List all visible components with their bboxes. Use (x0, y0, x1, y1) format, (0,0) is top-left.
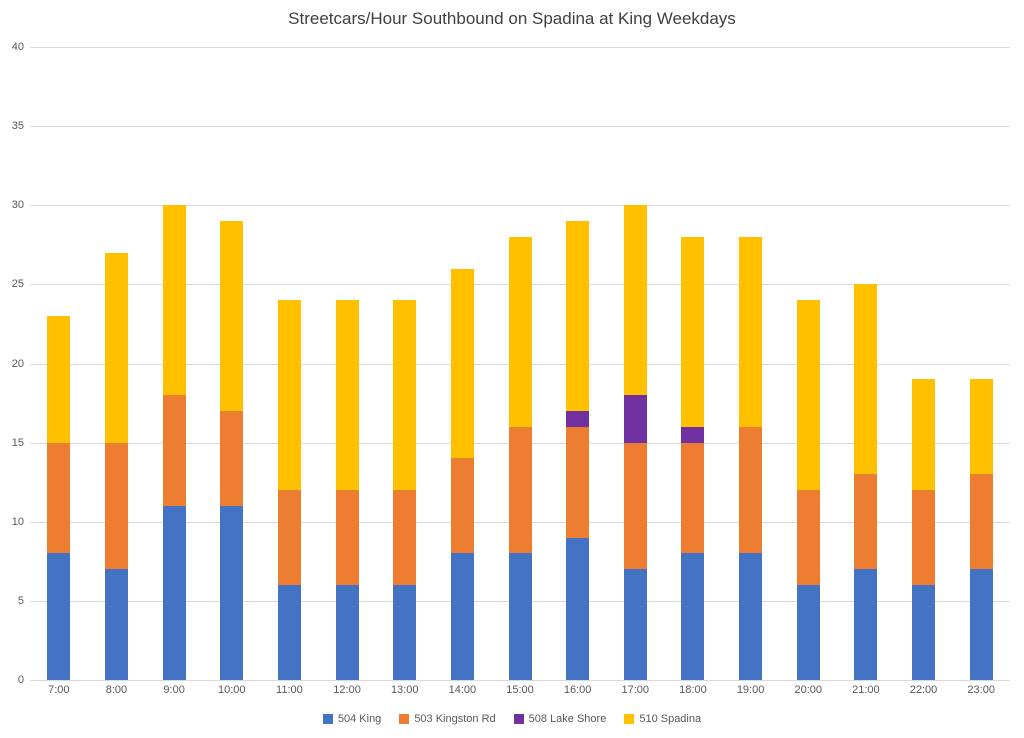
bar-segment-504-king (104, 569, 128, 680)
legend-label: 508 Lake Shore (528, 713, 607, 725)
chart-title: Streetcars/Hour Southbound on Spadina at… (288, 9, 736, 28)
bar-segment-503-kingston-rd (450, 458, 474, 554)
gridline (30, 47, 1010, 48)
x-axis-tick-label: 9:00 (163, 684, 185, 696)
legend: 504 King 503 Kingston Rd 508 Lake Shore 510… (0, 713, 1024, 725)
x-axis-tick-label: 20:00 (794, 684, 822, 696)
bar-segment-504-king (47, 553, 71, 680)
legend-item: 510 Spadina (624, 713, 701, 725)
bar-segment-510-spadina (47, 316, 71, 443)
bar-segment-503-kingston-rd (104, 442, 128, 570)
bar-segment-510-spadina (854, 284, 878, 475)
y-axis-tick-label: 10 (11, 515, 24, 528)
y-axis-tick-label: 0 (17, 674, 24, 686)
x-axis-tick-label: 15:00 (506, 684, 534, 696)
bar-segment-503-kingston-rd (796, 490, 820, 586)
legend-label: 503 Kingston Rd (414, 713, 496, 725)
legend-swatch (624, 714, 635, 724)
bar-segment-508-lake-shore (566, 410, 590, 427)
bar-segment-504-king (220, 505, 244, 680)
bar-segment-503-kingston-rd (681, 442, 705, 554)
x-axis-tick-label: 13:00 (390, 684, 419, 696)
bar-segment-510-spadina (508, 236, 532, 427)
gridline (30, 205, 1010, 207)
y-axis-tick-label: 40 (11, 41, 24, 53)
legend-item: 504 King (322, 713, 382, 725)
bar-segment-503-kingston-rd (335, 490, 359, 586)
legend-swatch (322, 714, 333, 724)
bar-segment-503-kingston-rd (277, 490, 301, 586)
legend-label: 504 King (337, 713, 382, 725)
x-axis-tick-label: 19:00 (736, 684, 765, 696)
bar-segment-504-king (335, 585, 359, 680)
bar-segment-510-spadina (739, 236, 763, 427)
bar-segment-504-king (796, 585, 820, 680)
bar-segment-504-king (162, 505, 186, 680)
legend-item: 503 Kingston Rd (399, 713, 496, 725)
x-axis-tick-label: 7:00 (48, 684, 70, 696)
y-axis-tick-label: 15 (11, 436, 24, 449)
legend-swatch (513, 714, 524, 724)
bar-segment-503-kingston-rd (969, 474, 993, 570)
bar-segment-510-spadina (969, 379, 993, 475)
bar-segment-504-king (450, 553, 474, 680)
y-axis-tick-label: 5 (17, 594, 24, 607)
x-axis-tick-label: 18:00 (679, 684, 707, 696)
bar-segment-510-spadina (450, 268, 474, 459)
gridline (30, 680, 1010, 681)
bar-segment-503-kingston-rd (220, 410, 244, 506)
bar-segment-510-spadina (277, 300, 301, 491)
bar-segment-510-spadina (393, 300, 417, 491)
x-axis-tick-label: 23:00 (967, 684, 995, 696)
legend-item: 508 Lake Shore (513, 713, 607, 725)
bar-segment-510-spadina (104, 252, 128, 443)
x-axis-tick-label: 22:00 (909, 684, 938, 696)
bar-segment-503-kingston-rd (162, 395, 186, 506)
x-axis-tick-label: 14:00 (448, 684, 477, 696)
bar-segment-504-king (854, 569, 878, 680)
legend-label: 510 Spadina (639, 713, 702, 725)
bar-segment-504-king (508, 553, 532, 680)
bar-segment-503-kingston-rd (739, 426, 763, 554)
bar-segment-508-lake-shore (681, 426, 705, 443)
bar-segment-503-kingston-rd (854, 474, 878, 570)
bar-segment-503-kingston-rd (566, 426, 590, 538)
legend-swatch (399, 714, 410, 724)
bar-segment-504-king (393, 585, 417, 680)
bar-segment-510-spadina (335, 300, 359, 491)
x-axis-tick-label: 17:00 (621, 684, 650, 696)
x-axis-tick-label: 21:00 (852, 684, 880, 696)
y-axis-tick-label: 25 (11, 278, 24, 291)
bar-segment-504-king (277, 585, 301, 680)
x-axis-tick-label: 16:00 (563, 684, 592, 696)
bar-segment-510-spadina (566, 221, 590, 411)
bar-segment-503-kingston-rd (393, 490, 417, 586)
bar-segment-510-spadina (162, 205, 186, 396)
bar-segment-510-spadina (912, 379, 936, 491)
x-axis-tick-label: 12:00 (333, 684, 361, 696)
bar-segment-508-lake-shore (623, 395, 647, 443)
x-axis-tick-label: 8:00 (105, 684, 128, 696)
bar-segment-510-spadina (796, 300, 820, 491)
bar-segment-504-king (912, 585, 936, 680)
bar-segment-510-spadina (623, 205, 647, 396)
bar-segment-504-king (681, 553, 705, 680)
x-axis-tick-label: 10:00 (217, 684, 246, 696)
bar-segment-504-king (969, 569, 993, 680)
bar-segment-504-king (739, 553, 763, 680)
y-axis-tick-label: 30 (11, 199, 24, 212)
bar-segment-503-kingston-rd (623, 442, 647, 570)
bar-segment-510-spadina (681, 236, 705, 427)
x-axis-tick-label: 11:00 (276, 684, 303, 696)
bar-segment-504-king (623, 569, 647, 680)
bar-segment-510-spadina (220, 221, 244, 411)
gridline (30, 126, 1010, 128)
bar-segment-503-kingston-rd (508, 426, 532, 554)
y-axis-tick-label: 35 (11, 120, 24, 133)
y-axis-tick-label: 20 (11, 357, 24, 370)
bar-segment-504-king (566, 537, 590, 680)
bar-segment-503-kingston-rd (47, 442, 71, 554)
bar-segment-503-kingston-rd (912, 490, 936, 586)
